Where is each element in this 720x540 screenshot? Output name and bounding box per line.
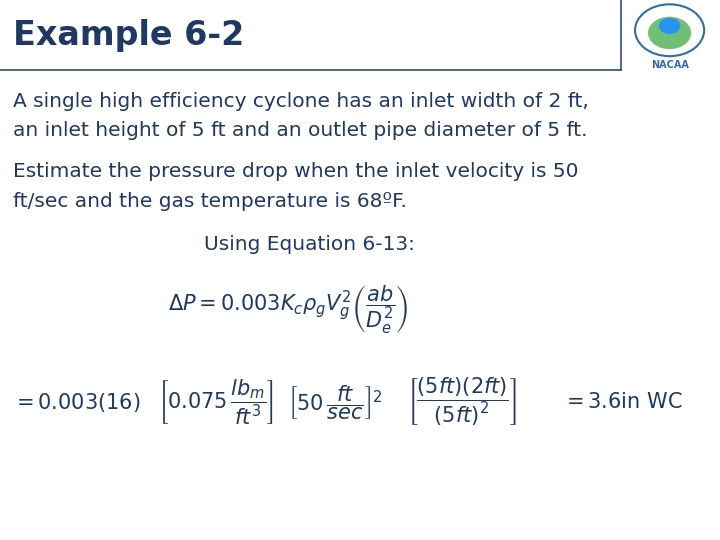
Text: NACAA: NACAA <box>651 60 688 71</box>
Text: $\left[0.075\,\dfrac{lb_m}{ft^3}\right]$: $\left[0.075\,\dfrac{lb_m}{ft^3}\right]$ <box>158 377 274 427</box>
Text: $\Delta P = 0.003K_c\rho_g V_g^2 \left(\dfrac{ab}{D_e^2}\right)$: $\Delta P = 0.003K_c\rho_g V_g^2 \left(\… <box>168 284 408 336</box>
Text: Example 6-2: Example 6-2 <box>13 19 244 52</box>
Text: A single high efficiency cyclone has an inlet width of 2 ft,: A single high efficiency cyclone has an … <box>13 92 589 111</box>
Text: an inlet height of 5 ft and an outlet pipe diameter of 5 ft.: an inlet height of 5 ft and an outlet pi… <box>13 122 588 140</box>
Text: ft/sec and the gas temperature is 68ºF.: ft/sec and the gas temperature is 68ºF. <box>13 192 407 211</box>
Text: $=0.003(16)$: $=0.003(16)$ <box>12 391 140 414</box>
Circle shape <box>648 17 691 49</box>
Text: $=3.6\mathrm{in\ WC}$: $=3.6\mathrm{in\ WC}$ <box>562 392 683 413</box>
Text: $\left[\dfrac{(5ft)(2ft)}{(5ft)^2}\right]$: $\left[\dfrac{(5ft)(2ft)}{(5ft)^2}\right… <box>407 376 517 428</box>
Circle shape <box>659 18 680 34</box>
Text: Estimate the pressure drop when the inlet velocity is 50: Estimate the pressure drop when the inle… <box>13 162 578 181</box>
Text: Using Equation 6-13:: Using Equation 6-13: <box>204 235 415 254</box>
Text: $\left[50\,\dfrac{ft}{sec}\right]^2$: $\left[50\,\dfrac{ft}{sec}\right]^2$ <box>288 383 383 422</box>
